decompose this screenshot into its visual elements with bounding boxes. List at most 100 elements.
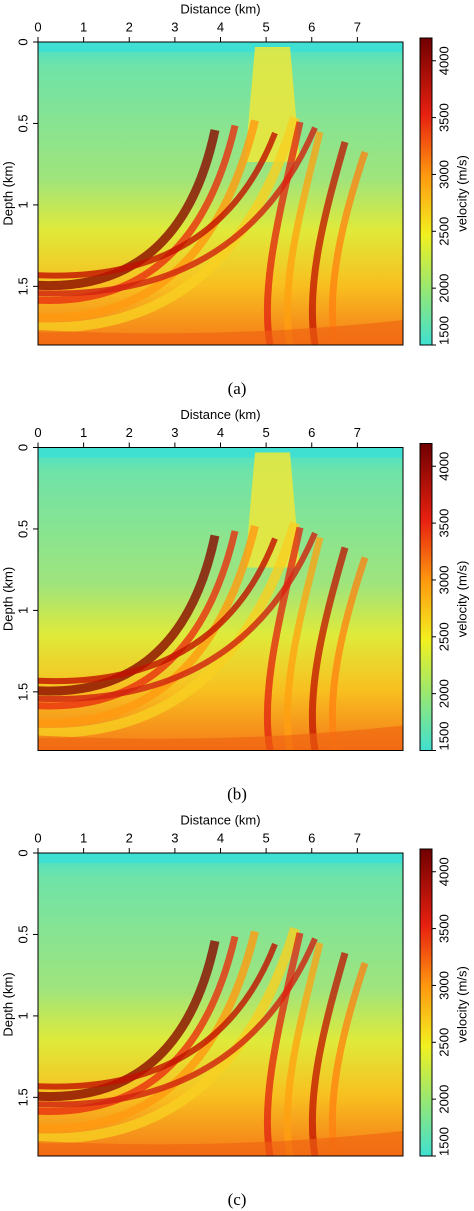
water-layer [38,853,403,863]
caption: (c) [228,1190,247,1209]
x-tick-label: 6 [308,830,315,845]
reflector [38,926,300,1144]
fault-block [283,536,324,751]
fault-block [328,961,369,1156]
x-tick-label: 1 [80,19,87,34]
y-tick-label: 1.5 [15,277,30,295]
y-tick-label: 0.5 [15,925,30,943]
y-tick-label: 0 [15,444,30,451]
y-tick-label: 0 [15,38,30,45]
y-tick-label: 1 [15,1012,30,1019]
fault-block [308,141,349,345]
water-layer [38,447,403,458]
reflector [38,530,239,710]
colorbar-tick-label: 2000 [436,274,451,303]
colorbar-tick-label: 4000 [436,857,451,886]
y-tick-label: 1.5 [15,1088,30,1106]
reflector [38,115,300,333]
water-layer [38,42,403,52]
reflector [38,531,318,703]
fault-block [263,932,304,1156]
x-axis-label: Distance (km) [180,1,260,16]
colorbar-tick-label: 3500 [436,914,451,943]
velocity-image [38,42,403,345]
reflector [38,124,239,305]
y-tick-label: 0.5 [15,114,30,132]
colorbar-tick-label: 3000 [436,565,451,594]
x-tick-label: 4 [217,425,224,440]
colorbar-tick-label: 2500 [436,217,451,246]
reflector [38,129,220,291]
colorbar-tick-label: 1500 [436,316,451,345]
x-tick-label: 0 [34,830,41,845]
reflector [38,521,300,738]
y-tick-label: 0 [15,849,30,856]
x-tick-label: 0 [34,19,41,34]
y-tick-label: 1.5 [15,683,30,701]
deep-layer [38,320,403,345]
x-tick-label: 2 [126,425,133,440]
x-tick-label: 1 [80,830,87,845]
colorbar-tick-label: 2000 [436,679,451,708]
x-tick-label: 5 [263,19,270,34]
x-axis-label: Distance (km) [180,812,260,827]
colorbar-tick-label: 2500 [436,1028,451,1057]
colorbar-tick-label: 4000 [436,46,451,75]
colorbar [419,848,433,1157]
colorbar-tick-label: 4000 [436,452,451,481]
x-tick-label: 3 [171,425,178,440]
deep-layer [38,725,403,751]
colorbar-tick-label: 1500 [436,722,451,751]
reflector [38,935,239,1116]
colorbar-tick-label: 2500 [436,622,451,651]
x-tick-label: 1 [80,425,87,440]
y-axis-label: Depth (km) [0,161,15,225]
reflector [38,126,318,297]
x-tick-label: 3 [171,830,178,845]
velocity-image [38,853,403,1156]
colorbar-tick-label: 1500 [436,1127,451,1156]
fault-block [328,150,369,345]
colorbar-label: velocity (m/s) [454,966,469,1043]
fault-block [328,556,369,751]
colorbar [419,443,433,751]
fault-block [263,526,304,751]
fault-block [283,942,324,1156]
colorbar-tick-label: 3000 [436,971,451,1000]
x-tick-label: 4 [217,19,224,34]
x-tick-label: 3 [171,19,178,34]
velocity-image [38,447,403,751]
x-tick-label: 2 [126,19,133,34]
deep-layer [38,1131,403,1156]
x-tick-label: 4 [217,830,224,845]
x-tick-label: 2 [126,830,133,845]
fault-block [263,121,304,345]
reflector [38,942,278,1090]
fault-block [308,546,349,751]
colorbar-tick-label: 3000 [436,160,451,189]
x-tick-label: 7 [354,830,361,845]
x-tick-label: 7 [354,19,361,34]
x-tick-label: 6 [308,19,315,34]
y-tick-label: 1 [15,201,30,208]
x-tick-label: 7 [354,425,361,440]
x-tick-label: 0 [34,425,41,440]
y-tick-label: 0.5 [15,520,30,538]
colorbar-label: velocity (m/s) [454,155,469,232]
fault-block [308,952,349,1156]
reflector [38,534,220,696]
reflector [38,937,318,1108]
colorbar-label: velocity (m/s) [454,561,469,638]
x-tick-label: 5 [263,425,270,440]
colorbar-tick-label: 2000 [436,1085,451,1114]
fault-block [283,131,324,345]
reflector [38,537,278,685]
caption: (b) [227,784,247,803]
y-axis-label: Depth (km) [0,567,15,631]
caption: (a) [228,379,247,398]
colorbar-tick-label: 3500 [436,103,451,132]
x-axis-label: Distance (km) [180,407,260,422]
reflector [38,131,278,279]
x-tick-label: 5 [263,830,270,845]
